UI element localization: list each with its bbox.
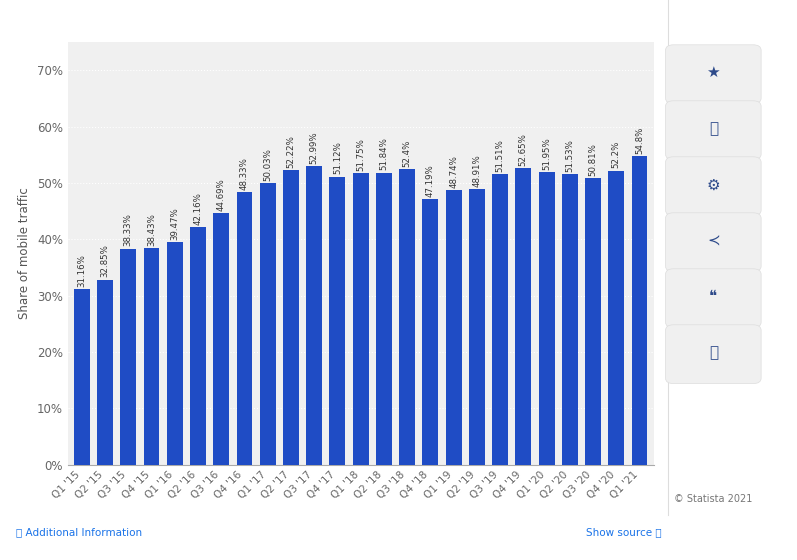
Text: 52.99%: 52.99% — [310, 131, 319, 164]
Text: ❝: ❝ — [709, 290, 717, 304]
Text: ≺: ≺ — [707, 234, 720, 248]
Text: 42.16%: 42.16% — [194, 192, 202, 225]
Text: 52.4%: 52.4% — [402, 140, 411, 167]
Bar — [214, 213, 229, 465]
Text: 48.33%: 48.33% — [240, 157, 249, 190]
Text: 48.91%: 48.91% — [473, 154, 481, 187]
Text: 52.22%: 52.22% — [286, 136, 296, 168]
Bar — [143, 248, 159, 465]
Bar — [632, 156, 647, 465]
Bar — [329, 176, 345, 465]
Bar — [167, 242, 183, 465]
Text: 32.85%: 32.85% — [100, 245, 109, 277]
Bar — [260, 183, 276, 465]
Bar — [562, 174, 578, 465]
Text: 52.2%: 52.2% — [612, 141, 621, 168]
Bar — [539, 172, 555, 465]
Text: 44.69%: 44.69% — [217, 178, 226, 211]
Bar — [608, 171, 624, 465]
Bar — [493, 174, 508, 465]
Bar — [237, 192, 253, 465]
Bar — [283, 170, 299, 465]
Text: 39.47%: 39.47% — [171, 207, 179, 240]
Text: 50.81%: 50.81% — [589, 143, 598, 176]
Text: ★: ★ — [706, 66, 720, 80]
Bar — [516, 168, 532, 465]
Text: 31.16%: 31.16% — [77, 254, 86, 287]
Bar — [74, 289, 89, 465]
Text: ⚙: ⚙ — [706, 178, 720, 192]
Text: 47.19%: 47.19% — [426, 164, 435, 197]
Bar — [446, 190, 461, 465]
Text: 48.74%: 48.74% — [450, 155, 458, 188]
Text: 51.84%: 51.84% — [379, 137, 388, 170]
Bar — [422, 199, 438, 465]
Bar — [120, 249, 136, 465]
Bar — [399, 170, 415, 465]
Text: 51.51%: 51.51% — [496, 139, 505, 172]
Text: 38.33%: 38.33% — [124, 213, 132, 246]
Text: 🖨: 🖨 — [709, 346, 718, 360]
Text: 54.8%: 54.8% — [635, 126, 644, 153]
Text: 38.43%: 38.43% — [147, 213, 156, 246]
Y-axis label: Share of mobile traffic: Share of mobile traffic — [18, 188, 31, 319]
Text: 52.65%: 52.65% — [519, 133, 528, 166]
Bar — [97, 279, 113, 465]
Text: © Statista 2021: © Statista 2021 — [674, 494, 752, 504]
Bar — [376, 172, 392, 465]
Text: 51.12%: 51.12% — [333, 142, 342, 174]
Text: 51.95%: 51.95% — [542, 137, 551, 170]
Bar — [190, 227, 206, 465]
Text: 51.75%: 51.75% — [356, 138, 365, 171]
Text: ⓘ Additional Information: ⓘ Additional Information — [16, 528, 142, 538]
Text: 50.03%: 50.03% — [263, 148, 272, 180]
Text: 🔔: 🔔 — [709, 122, 718, 136]
Bar — [585, 179, 601, 465]
Text: Show source ⓘ: Show source ⓘ — [586, 528, 662, 538]
Text: 51.53%: 51.53% — [565, 139, 575, 172]
Bar — [469, 189, 485, 465]
Bar — [353, 173, 368, 465]
Bar — [306, 166, 322, 465]
